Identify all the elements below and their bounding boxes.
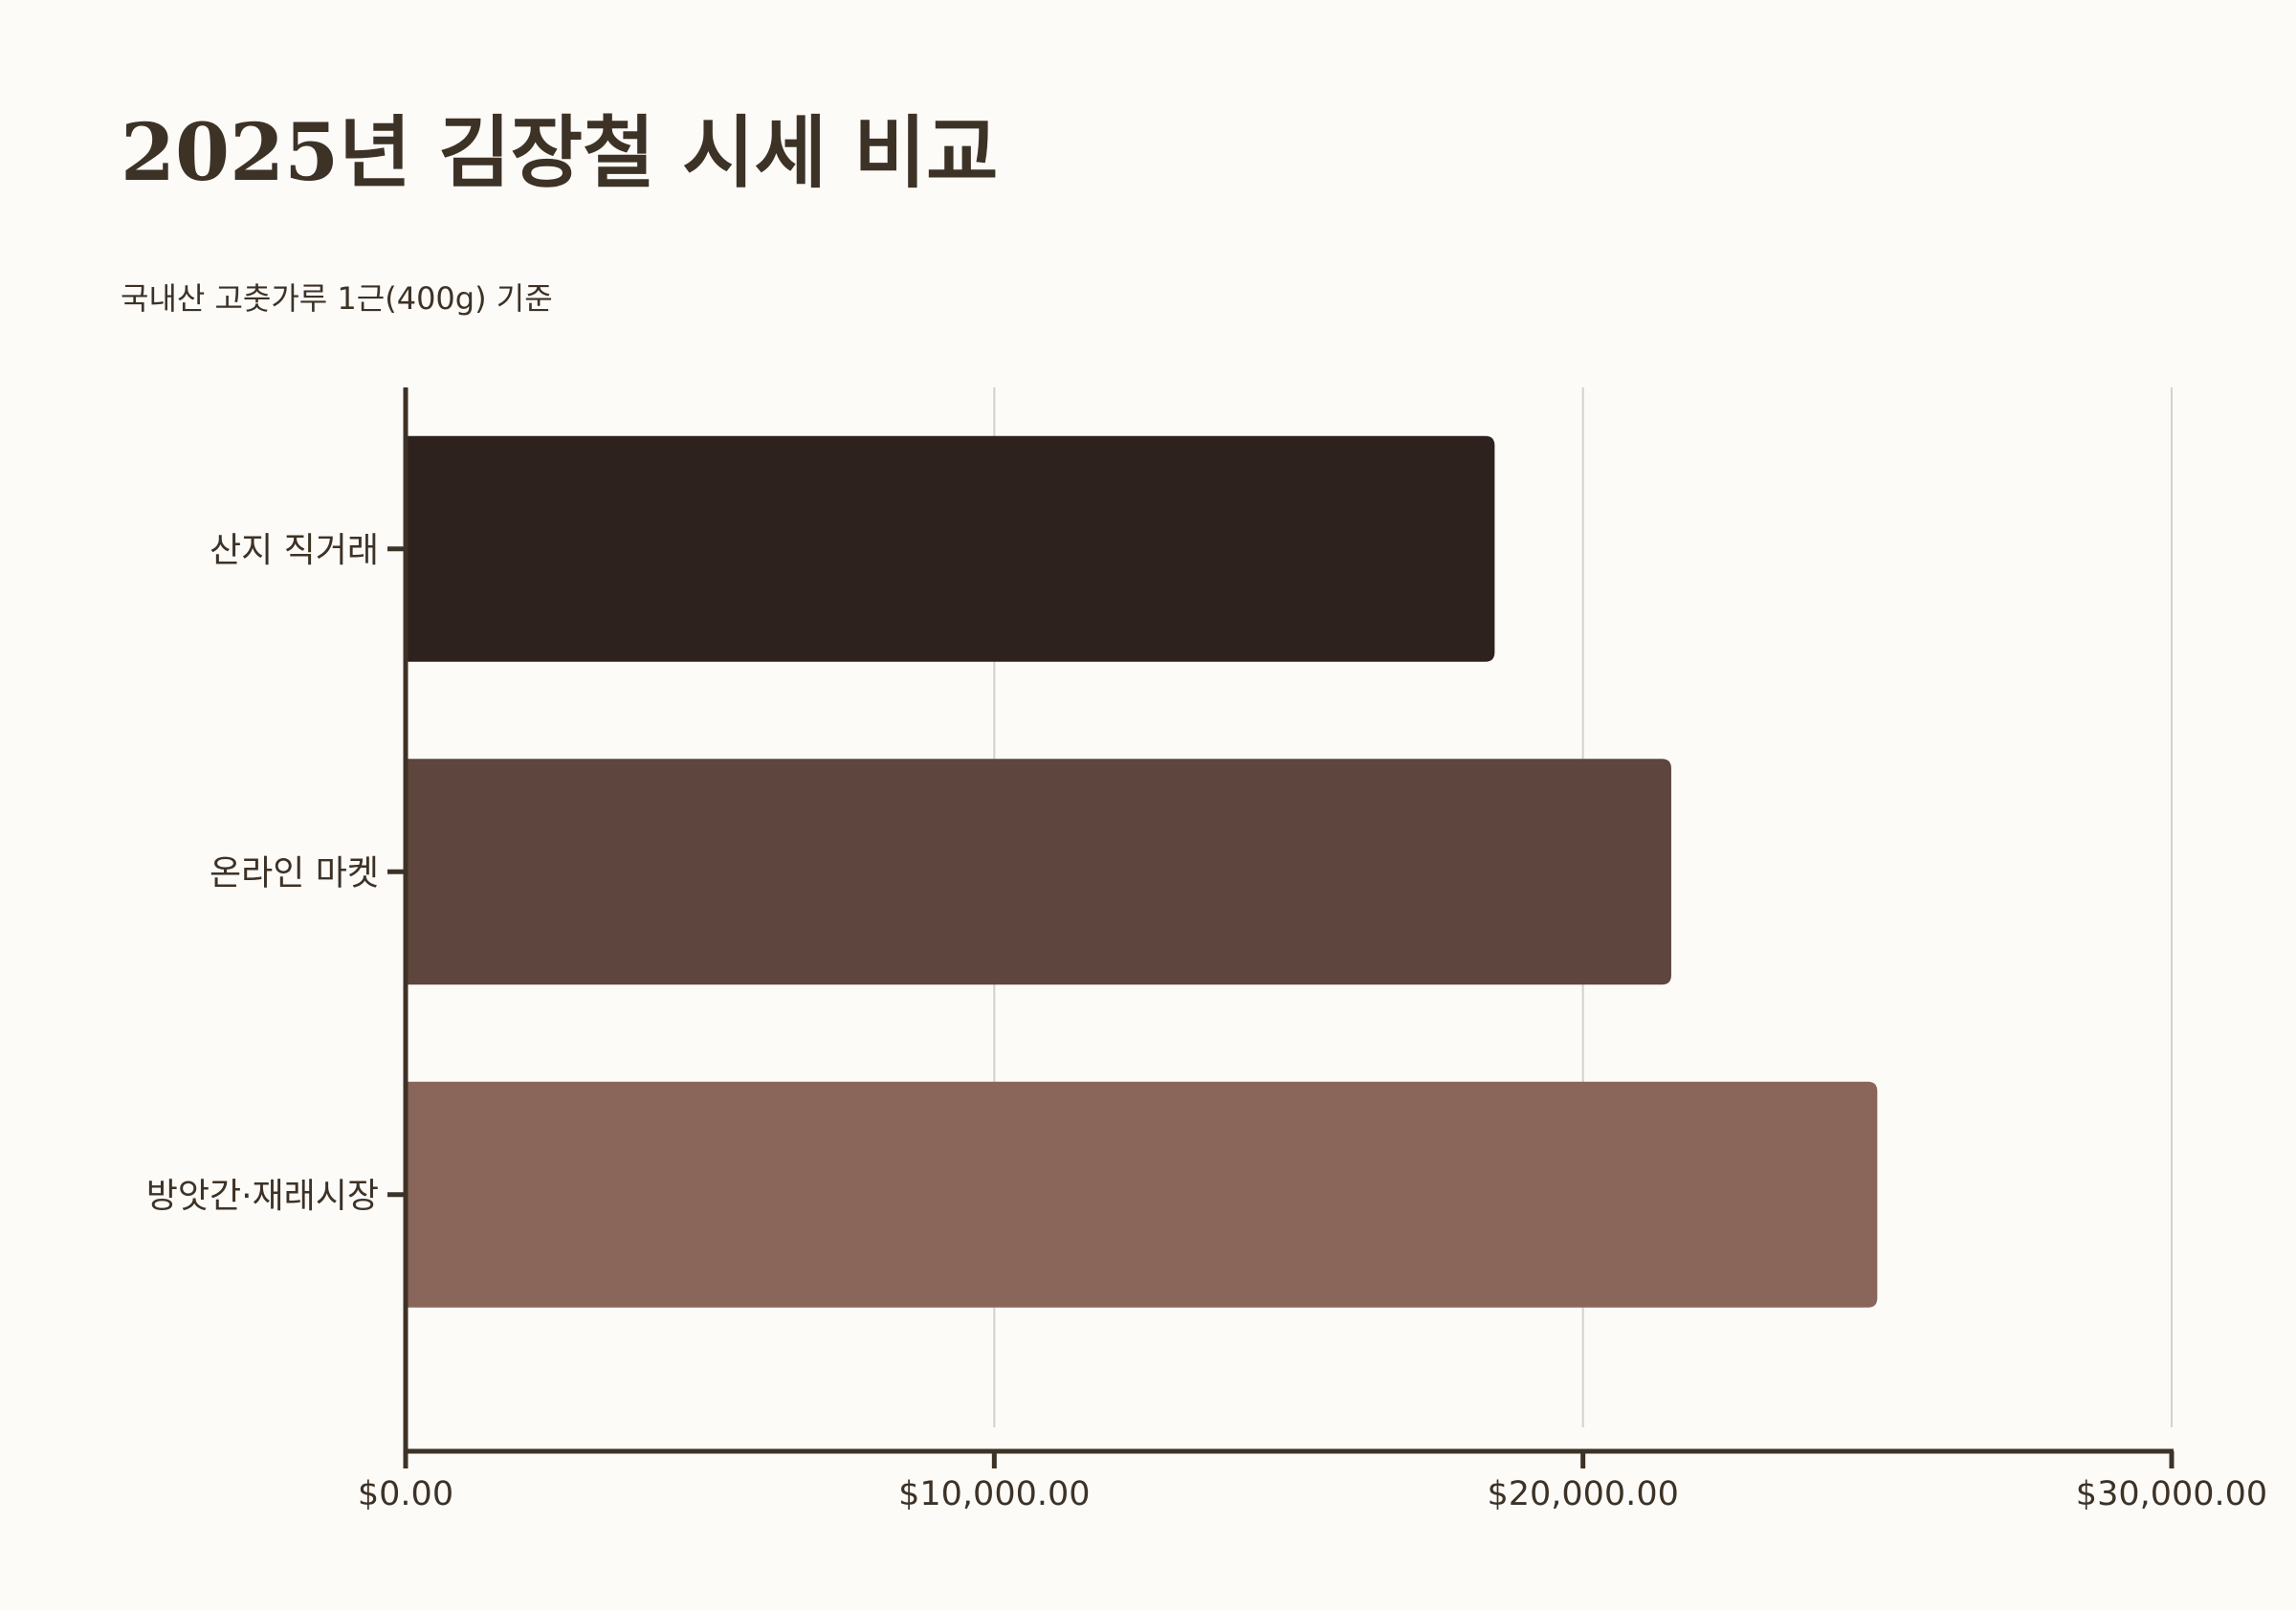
bar-2: [406, 759, 1671, 985]
axes: [387, 387, 2175, 1468]
x-tick-label-0: $0.00: [358, 1475, 453, 1513]
bar-3: [406, 1081, 1878, 1308]
bars: [406, 435, 1878, 1308]
category-label-2: 온라인 마켓: [210, 853, 379, 893]
x-tick-labels: $0.00 $10,000.00 $20,000.00 $30,000.00: [358, 1475, 2267, 1513]
x-tick-label-1: $10,000.00: [898, 1475, 1090, 1513]
x-tick-label-3: $30,000.00: [2076, 1475, 2267, 1513]
category-label-1: 산지 직거래: [210, 531, 379, 570]
x-tick-label-2: $20,000.00: [1487, 1475, 1678, 1513]
chart-subtitle: 국내산 고춧가루 1근(400g) 기준: [121, 280, 553, 317]
chart-title: 2025년 김장철 시세 비교: [121, 107, 998, 199]
category-label-3: 방앗간·재래시장: [146, 1177, 379, 1216]
bar-1: [406, 435, 1495, 662]
